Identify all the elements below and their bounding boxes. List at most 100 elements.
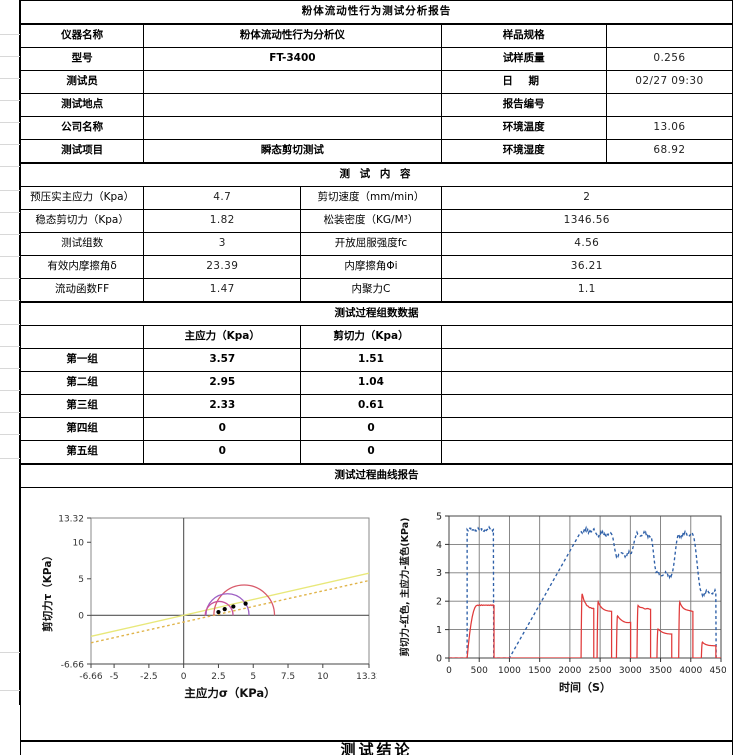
column-header [19, 325, 145, 349]
svg-text:0: 0 [436, 653, 442, 664]
group-name: 第三组 [19, 394, 145, 418]
header-value: 瞬态剪切测试 [143, 139, 442, 163]
time-xlabel: 时间（S） [559, 680, 611, 694]
gutter-line [0, 300, 20, 301]
svg-text:3500: 3500 [649, 666, 672, 676]
gutter-line [0, 212, 20, 213]
svg-text:4: 4 [436, 540, 442, 551]
svg-text:0: 0 [181, 672, 187, 682]
header-value [143, 116, 442, 140]
gutter-line [0, 256, 20, 257]
charts-area: -6.66-5-2.502.557.51013.32-6.66051013.32… [20, 488, 733, 741]
svg-text:3: 3 [436, 568, 442, 579]
mohr-chart: -6.66 -5 -2.5 0 2.5 5 7.5 10 13.32 -6.66 0 5 10 13.32… [29, 496, 377, 734]
table-row: 型号 FT-3400 试样质量 0.256 [19, 47, 734, 71]
row-header-gutter [0, 0, 20, 705]
content-label: 测试组数 [19, 232, 145, 256]
gutter-line [0, 190, 20, 191]
group-principal-stress: 0 [143, 440, 302, 464]
content-value-2: 2 [440, 186, 734, 210]
header-value [143, 70, 442, 94]
svg-text:0: 0 [446, 666, 452, 676]
header-value [143, 93, 442, 117]
header-value-2: 0.256 [605, 47, 734, 71]
table-row: 流动函数FF 1.47 内聚力C 1.1 [19, 278, 734, 302]
header-value-2: 02/27 09:30 [605, 70, 734, 94]
header-value-2: 13.06 [605, 116, 734, 140]
gutter-line [0, 144, 20, 145]
group-data-table: 测试过程组数数据 主应力（Kpa） 剪切力（Kpa） 第一组 3.57 1.51 第二组… [19, 302, 734, 464]
gutter-line [0, 78, 20, 79]
table-row: 测试地点 报告编号 [19, 93, 734, 117]
content-label-2: 内摩擦角Φi [300, 255, 442, 279]
group-shear-force: 1.51 [300, 348, 442, 372]
svg-text:7.5: 7.5 [281, 672, 295, 682]
header-label-2: 环境温度 [440, 116, 607, 140]
header-value-2: 68.92 [605, 139, 734, 163]
header-label: 测试员 [19, 70, 145, 94]
report-title-table: 粉体流动性行为测试分析报告 [20, 0, 733, 24]
group-principal-stress: 3.57 [143, 348, 302, 372]
test-content-table: 测 试 内 容 预压实主应力（Kpa） 4.7 剪切速度（mm/min） 2 稳态剪切力… [19, 163, 734, 302]
gutter-line [0, 100, 20, 101]
svg-text:-2.5: -2.5 [140, 672, 158, 682]
gutter-line [0, 166, 20, 167]
header-label: 测试地点 [19, 93, 145, 117]
group-empty-cell [440, 348, 734, 372]
table-row: 公司名称 环境温度 13.06 [19, 116, 734, 140]
table-row: 第三组 2.33 0.61 [19, 394, 734, 418]
content-value: 1.47 [143, 278, 302, 302]
content-value: 4.7 [143, 186, 302, 210]
svg-text:5: 5 [436, 511, 442, 522]
content-value-2: 1346.56 [440, 209, 734, 233]
content-value: 23.39 [143, 255, 302, 279]
table-row: 测试项目 瞬态剪切测试 环境湿度 68.92 [19, 139, 734, 163]
header-label: 仪器名称 [19, 24, 145, 48]
group-shear-force: 0 [300, 440, 442, 464]
group-empty-cell [440, 371, 734, 395]
gutter-line [0, 34, 20, 35]
content-value-2: 4.56 [440, 232, 734, 256]
content-label-2: 松装密度（KG/M³） [300, 209, 442, 233]
gutter-line [0, 278, 20, 279]
gutter-line [0, 122, 20, 123]
table-row: 第一组 3.57 1.51 [19, 348, 734, 372]
group-name: 第五组 [19, 440, 145, 464]
header-label: 测试项目 [19, 139, 145, 163]
mohr-plot: -6.66 -5 -2.5 0 2.5 5 7.5 10 13.32 -6.66 0 5 10 13.32… [29, 496, 377, 734]
svg-text:2: 2 [436, 597, 442, 608]
svg-text:1500: 1500 [528, 666, 551, 676]
header-label: 公司名称 [19, 116, 145, 140]
table-row: 仪器名称 粉体流动性行为分析仪 样品规格 [19, 24, 734, 48]
header-label-2: 日 期 [440, 70, 607, 94]
svg-text:10: 10 [317, 672, 329, 682]
svg-text:-6.66: -6.66 [79, 672, 103, 682]
content-label: 预压实主应力（Kpa） [19, 186, 145, 210]
gutter-line [0, 234, 20, 235]
group-data-header-row: 主应力（Kpa） 剪切力（Kpa） [19, 325, 734, 349]
header-label: 型号 [19, 47, 145, 71]
page-title: 粉体流动性行为测试分析报告 [20, 0, 733, 24]
group-principal-stress: 2.33 [143, 394, 302, 418]
header-value-2 [605, 24, 734, 48]
content-label: 流动函数FF [19, 278, 145, 302]
svg-text:5: 5 [78, 575, 84, 585]
table-row: 第四组 0 0 [19, 417, 734, 441]
gutter-line [0, 346, 20, 347]
report-body: 粉体流动性行为测试分析报告 仪器名称 粉体流动性行为分析仪 样品规格 型号 FT-340… [19, 0, 755, 755]
group-principal-stress: 2.95 [143, 371, 302, 395]
test-content-heading-row: 测 试 内 容 [20, 163, 733, 187]
time-ylabel: 剪切力-红色, 主应力-蓝色(KPa) [399, 518, 411, 657]
header-value: FT-3400 [143, 47, 442, 71]
gutter-line [0, 458, 20, 459]
gutter-line [0, 412, 20, 413]
table-row: 预压实主应力（Kpa） 4.7 剪切速度（mm/min） 2 [19, 186, 734, 210]
header-info-table: 仪器名称 粉体流动性行为分析仪 样品规格 型号 FT-3400 试样质量 0.256 测试员 日… [19, 24, 734, 163]
header-label-2: 报告编号 [440, 93, 607, 117]
svg-text:-6.66: -6.66 [61, 660, 85, 670]
content-value: 3 [143, 232, 302, 256]
svg-text:2000: 2000 [558, 666, 581, 676]
content-value: 1.82 [143, 209, 302, 233]
content-label-2: 剪切速度（mm/min） [300, 186, 442, 210]
mohr-xlabel: 主应力σ（KPa） [184, 686, 275, 700]
